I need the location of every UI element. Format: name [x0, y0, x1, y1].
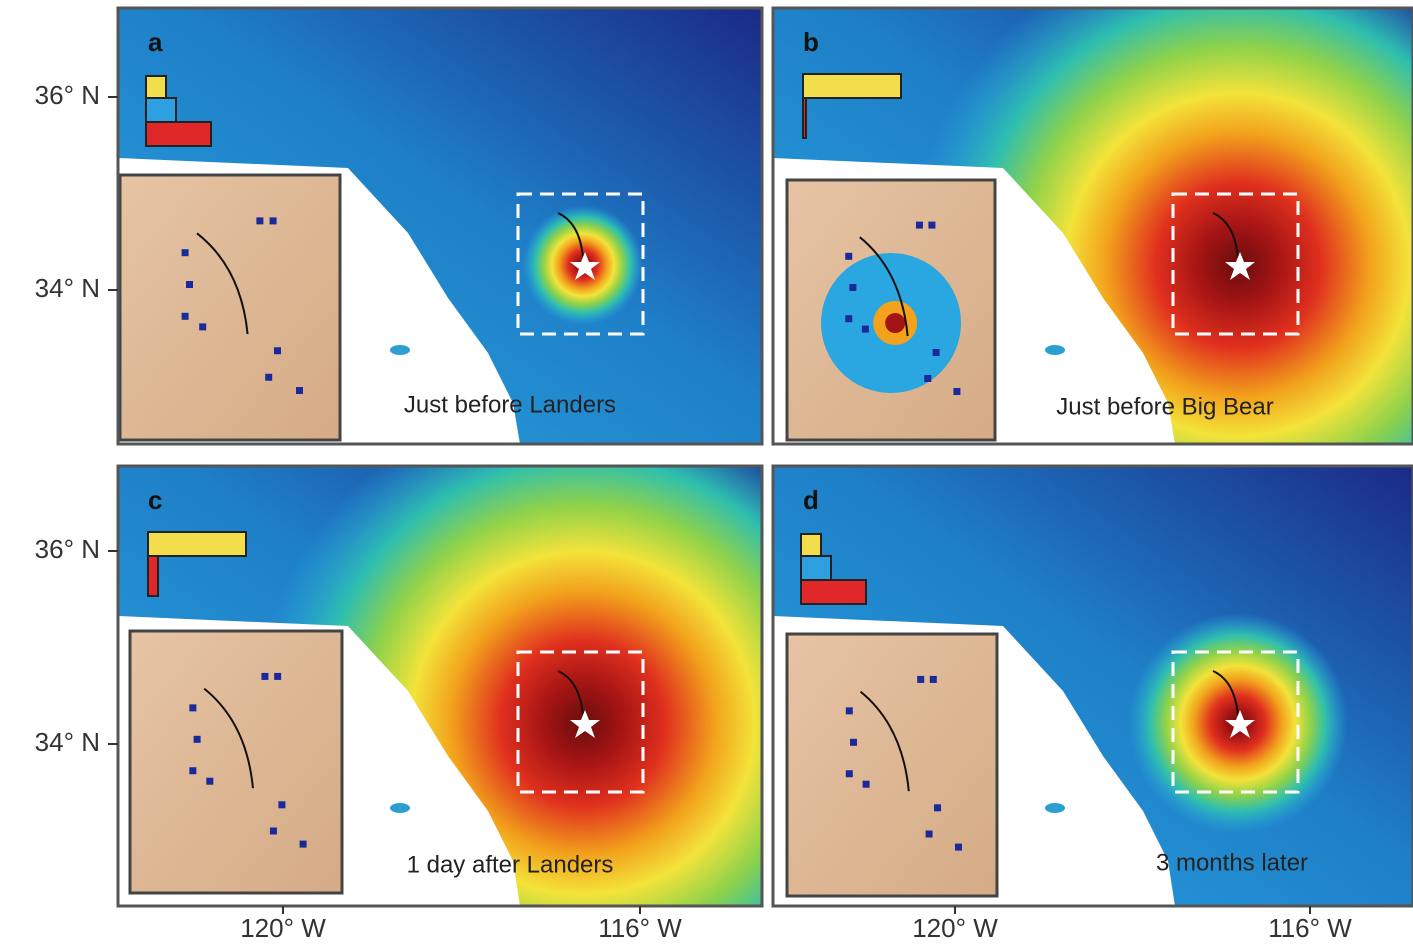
inset-field — [885, 313, 905, 333]
island — [1045, 803, 1065, 813]
event-pixel — [189, 704, 196, 711]
x-axis-label: 120° W — [240, 913, 326, 943]
x-axis-label: 116° W — [1268, 913, 1352, 943]
legend-bar — [803, 98, 806, 138]
event-pixel — [182, 249, 189, 256]
event-pixel — [933, 349, 940, 356]
event-pixel — [845, 315, 852, 322]
x-axis-label: 120° W — [912, 913, 998, 943]
legend-bar — [146, 122, 211, 146]
event-pixel — [274, 347, 281, 354]
legend-bar — [148, 556, 158, 596]
caption: Just before Big Bear — [1056, 393, 1273, 420]
event-pixel — [930, 676, 937, 683]
panel-letter: a — [148, 27, 163, 57]
event-pixel — [270, 217, 277, 224]
inset — [130, 631, 342, 893]
event-pixel — [850, 739, 857, 746]
panel-letter: d — [803, 485, 819, 515]
event-pixel — [186, 281, 193, 288]
map-body — [773, 8, 1413, 444]
event-pixel — [274, 673, 281, 680]
event-pixel — [934, 804, 941, 811]
map-body — [118, 466, 762, 906]
map-body — [773, 466, 1413, 906]
inset — [120, 175, 340, 440]
event-pixel — [862, 326, 869, 333]
event-pixel — [206, 778, 213, 785]
event-pixel — [182, 313, 189, 320]
event-pixel — [955, 844, 962, 851]
map-panel: a Just before Landers — [118, 8, 762, 444]
legend-bar — [801, 556, 831, 580]
island — [390, 345, 410, 355]
event-pixel — [953, 388, 960, 395]
event-pixel — [194, 736, 201, 743]
event-pixel — [849, 284, 856, 291]
island — [1045, 345, 1065, 355]
event-pixel — [845, 253, 852, 260]
caption: Just before Landers — [404, 391, 616, 418]
event-pixel — [917, 676, 924, 683]
event-pixel — [261, 673, 268, 680]
event-pixel — [256, 217, 263, 224]
panel-letter: c — [148, 485, 162, 515]
map-panel: c 1 day after Landers — [118, 466, 762, 906]
caption: 1 day after Landers — [407, 851, 614, 878]
legend-bar — [801, 580, 866, 604]
event-pixel — [863, 781, 870, 788]
y-axis-label: 34° N — [35, 727, 100, 757]
event-pixel — [846, 707, 853, 714]
map-body — [118, 8, 762, 444]
caption: 3 months later — [1156, 849, 1308, 876]
event-pixel — [926, 831, 933, 838]
map-panel: b Just before Big Bear — [773, 8, 1413, 444]
island — [390, 803, 410, 813]
event-pixel — [199, 323, 206, 330]
legend-bar — [801, 534, 821, 556]
event-pixel — [924, 375, 931, 382]
event-pixel — [189, 767, 196, 774]
event-pixel — [916, 222, 923, 229]
event-pixel — [265, 374, 272, 381]
event-pixel — [278, 801, 285, 808]
panel-letter: b — [803, 27, 819, 57]
legend-bar — [146, 76, 166, 98]
y-axis-label: 34° N — [35, 273, 100, 303]
event-pixel — [846, 770, 853, 777]
figure: a Just before Landers b Just before Big Bea… — [0, 0, 1413, 944]
legend-bar — [146, 98, 176, 122]
legend-bar — [148, 532, 246, 556]
event-pixel — [270, 828, 277, 835]
legend-bar — [803, 74, 901, 98]
event-pixel — [928, 222, 935, 229]
event-pixel — [300, 841, 307, 848]
y-axis-label: 36° N — [35, 534, 100, 564]
inset — [787, 634, 997, 896]
x-axis-label: 116° W — [598, 913, 682, 943]
event-pixel — [296, 387, 303, 394]
map-panel: d 3 months later — [773, 466, 1413, 906]
y-axis-label: 36° N — [35, 80, 100, 110]
